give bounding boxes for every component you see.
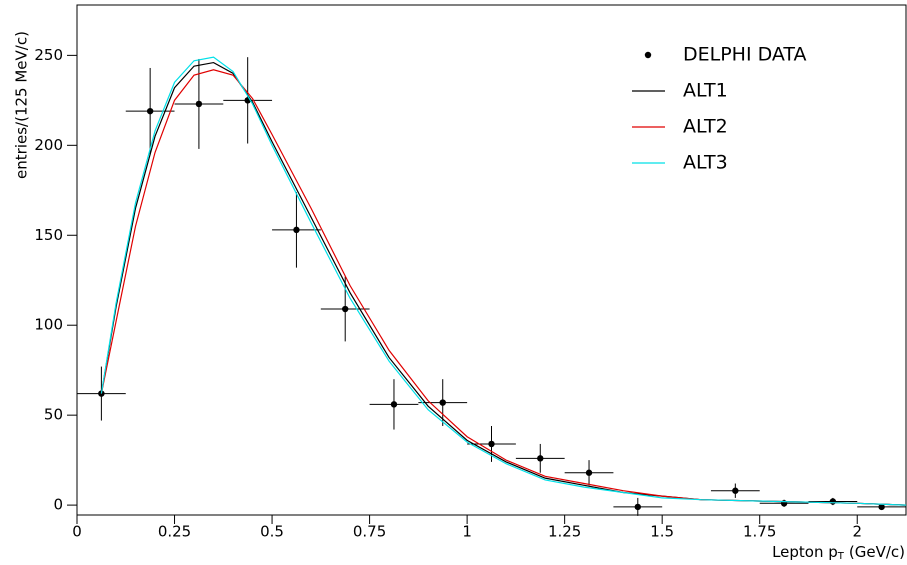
data-point xyxy=(146,107,154,115)
x-tick-label: 1.25 xyxy=(548,523,581,541)
x-label-text: Lepton p xyxy=(772,543,838,561)
x-label-sub: T xyxy=(837,551,845,562)
x-tick-label: 1.75 xyxy=(743,523,776,541)
data-point xyxy=(537,455,544,462)
y-tick-label: 0 xyxy=(53,496,63,514)
y-tick-label: 100 xyxy=(34,316,63,334)
plot-frame xyxy=(76,4,907,516)
curve xyxy=(100,56,907,506)
x-tick-label: 1 xyxy=(462,523,472,541)
curve xyxy=(100,69,907,506)
data-point xyxy=(829,498,837,505)
x-tick-label: 2 xyxy=(852,523,862,541)
x-axis-label: Lepton pT (GeV/c) xyxy=(772,543,905,563)
data-point xyxy=(98,390,105,397)
x-tick-label: 0.25 xyxy=(158,523,191,541)
legend-label: DELPHI DATA xyxy=(683,44,807,66)
data-point xyxy=(585,469,593,476)
data-point xyxy=(342,305,349,313)
data-point xyxy=(878,503,885,511)
legend-marker xyxy=(644,51,652,59)
y-tick-label: 50 xyxy=(44,406,63,424)
data-point xyxy=(195,100,203,108)
data-point xyxy=(390,401,398,408)
data-point xyxy=(634,503,641,511)
legend-label: ALT1 xyxy=(683,80,728,102)
x-tick-label: 1.5 xyxy=(650,523,674,541)
y-tick-label: 200 xyxy=(34,136,63,154)
data-point xyxy=(293,226,300,234)
y-tick-label: 250 xyxy=(34,46,63,64)
legend-label: ALT3 xyxy=(683,152,728,174)
data-point xyxy=(439,399,446,406)
y-axis-label: entries/(125 MeV/c) xyxy=(13,31,31,179)
y-tick-label: 150 xyxy=(34,226,63,244)
legend-label: ALT2 xyxy=(683,116,728,138)
x-tick-label: 0.5 xyxy=(260,523,284,541)
x-tick-label: 0.75 xyxy=(353,523,386,541)
curve xyxy=(100,61,907,506)
x-label-unit: (GeV/c) xyxy=(849,543,905,561)
x-tick-label: 0 xyxy=(72,523,82,541)
data-point xyxy=(732,487,739,494)
data-point xyxy=(488,440,495,448)
